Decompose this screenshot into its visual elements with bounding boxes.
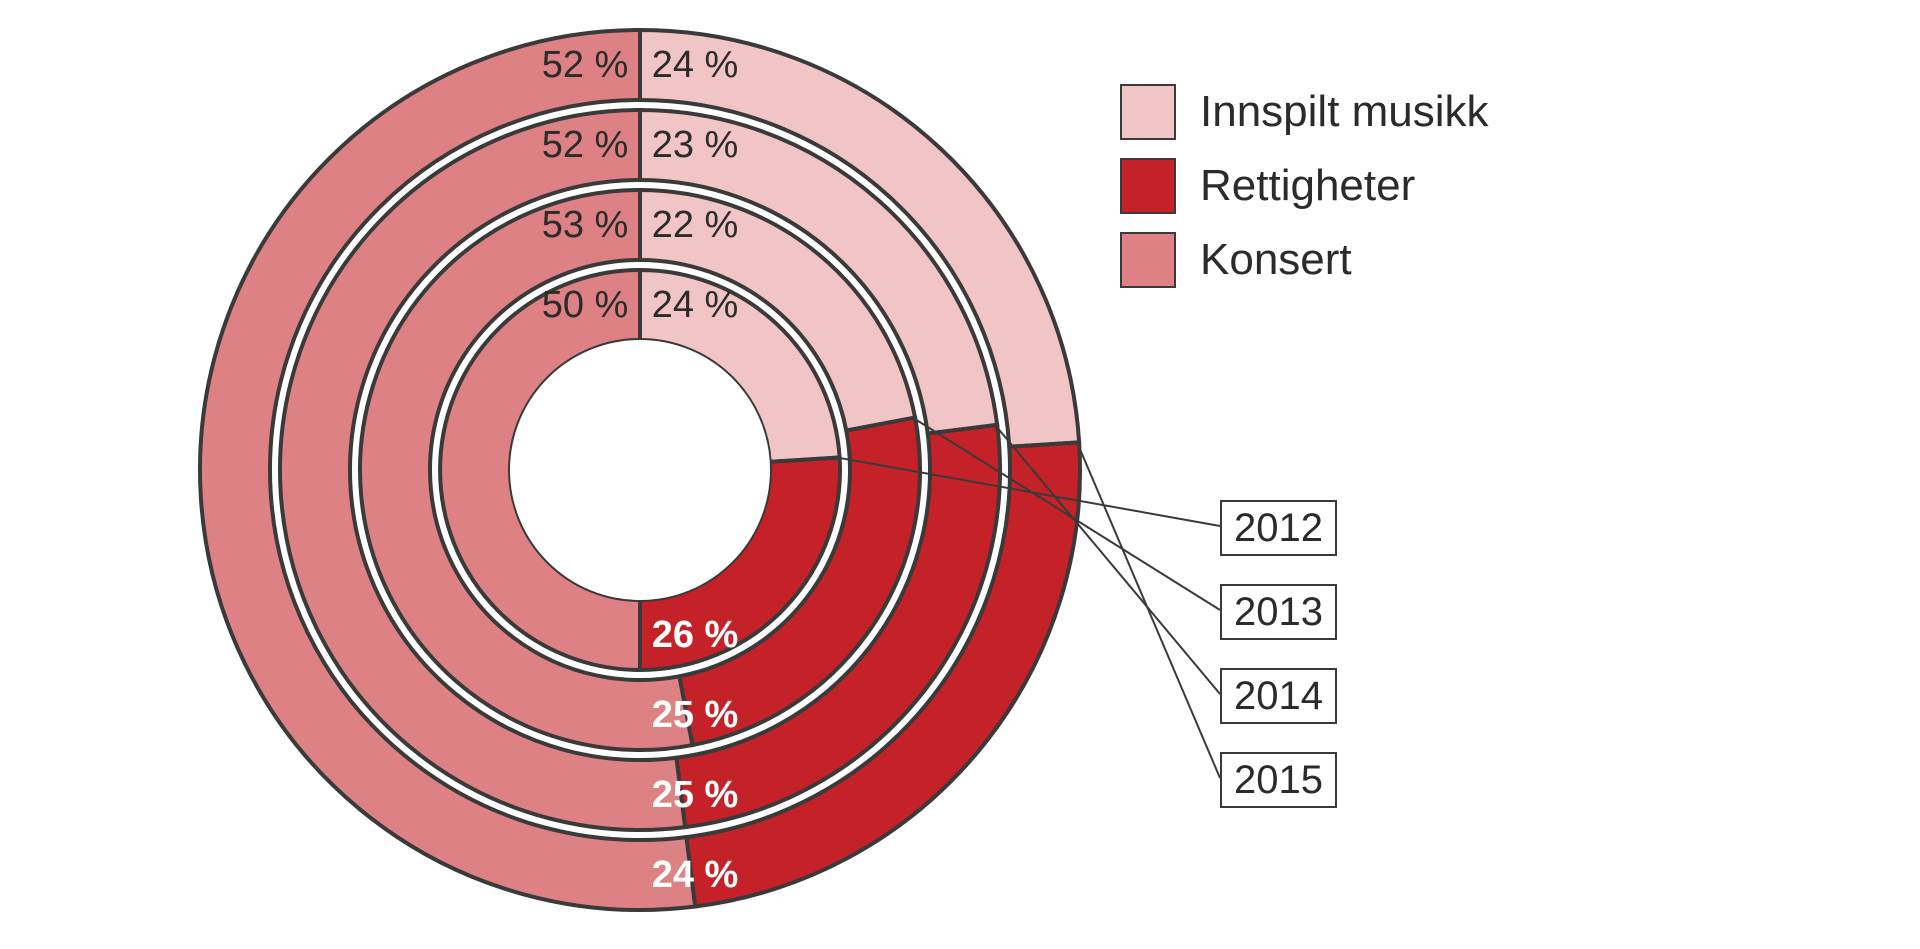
pct-2014-rettigheter: 25 % [652,776,739,814]
leader-2015 [1077,442,1220,778]
inner-hole [510,340,770,600]
legend-item-konsert: Konsert [1120,232,1489,288]
year-box-2012: 2012 [1220,500,1337,556]
legend-item-innspilt: Innspilt musikk [1120,84,1489,140]
year-box-2014: 2014 [1220,668,1337,724]
legend-label-rettigheter: Rettigheter [1200,161,1415,211]
pct-2015-konsert: 52 % [542,46,629,84]
legend-swatch-rettigheter [1120,158,1176,214]
year-box-2013: 2013 [1220,584,1337,640]
legend-swatch-innspilt [1120,84,1176,140]
pct-2012-rettigheter: 26 % [652,616,739,654]
pct-2014-konsert: 52 % [542,126,629,164]
legend-swatch-konsert [1120,232,1176,288]
pct-2013-rettigheter: 25 % [652,696,739,734]
year-box-2015: 2015 [1220,752,1337,808]
donut-svg [0,0,1920,949]
chart-stage: Innspilt musikk Rettigheter Konsert 2012 20… [0,0,1920,949]
pct-2014-innspilt: 23 % [652,126,739,164]
pct-2013-konsert: 53 % [542,206,629,244]
legend-item-rettigheter: Rettigheter [1120,158,1489,214]
pct-2013-innspilt: 22 % [652,206,739,244]
legend-label-innspilt: Innspilt musikk [1200,87,1489,137]
legend-label-konsert: Konsert [1200,235,1352,285]
legend: Innspilt musikk Rettigheter Konsert [1120,84,1489,306]
pct-2015-rettigheter: 24 % [652,856,739,894]
pct-2012-innspilt: 24 % [652,286,739,324]
pct-2012-konsert: 50 % [542,286,629,324]
pct-2015-innspilt: 24 % [652,46,739,84]
